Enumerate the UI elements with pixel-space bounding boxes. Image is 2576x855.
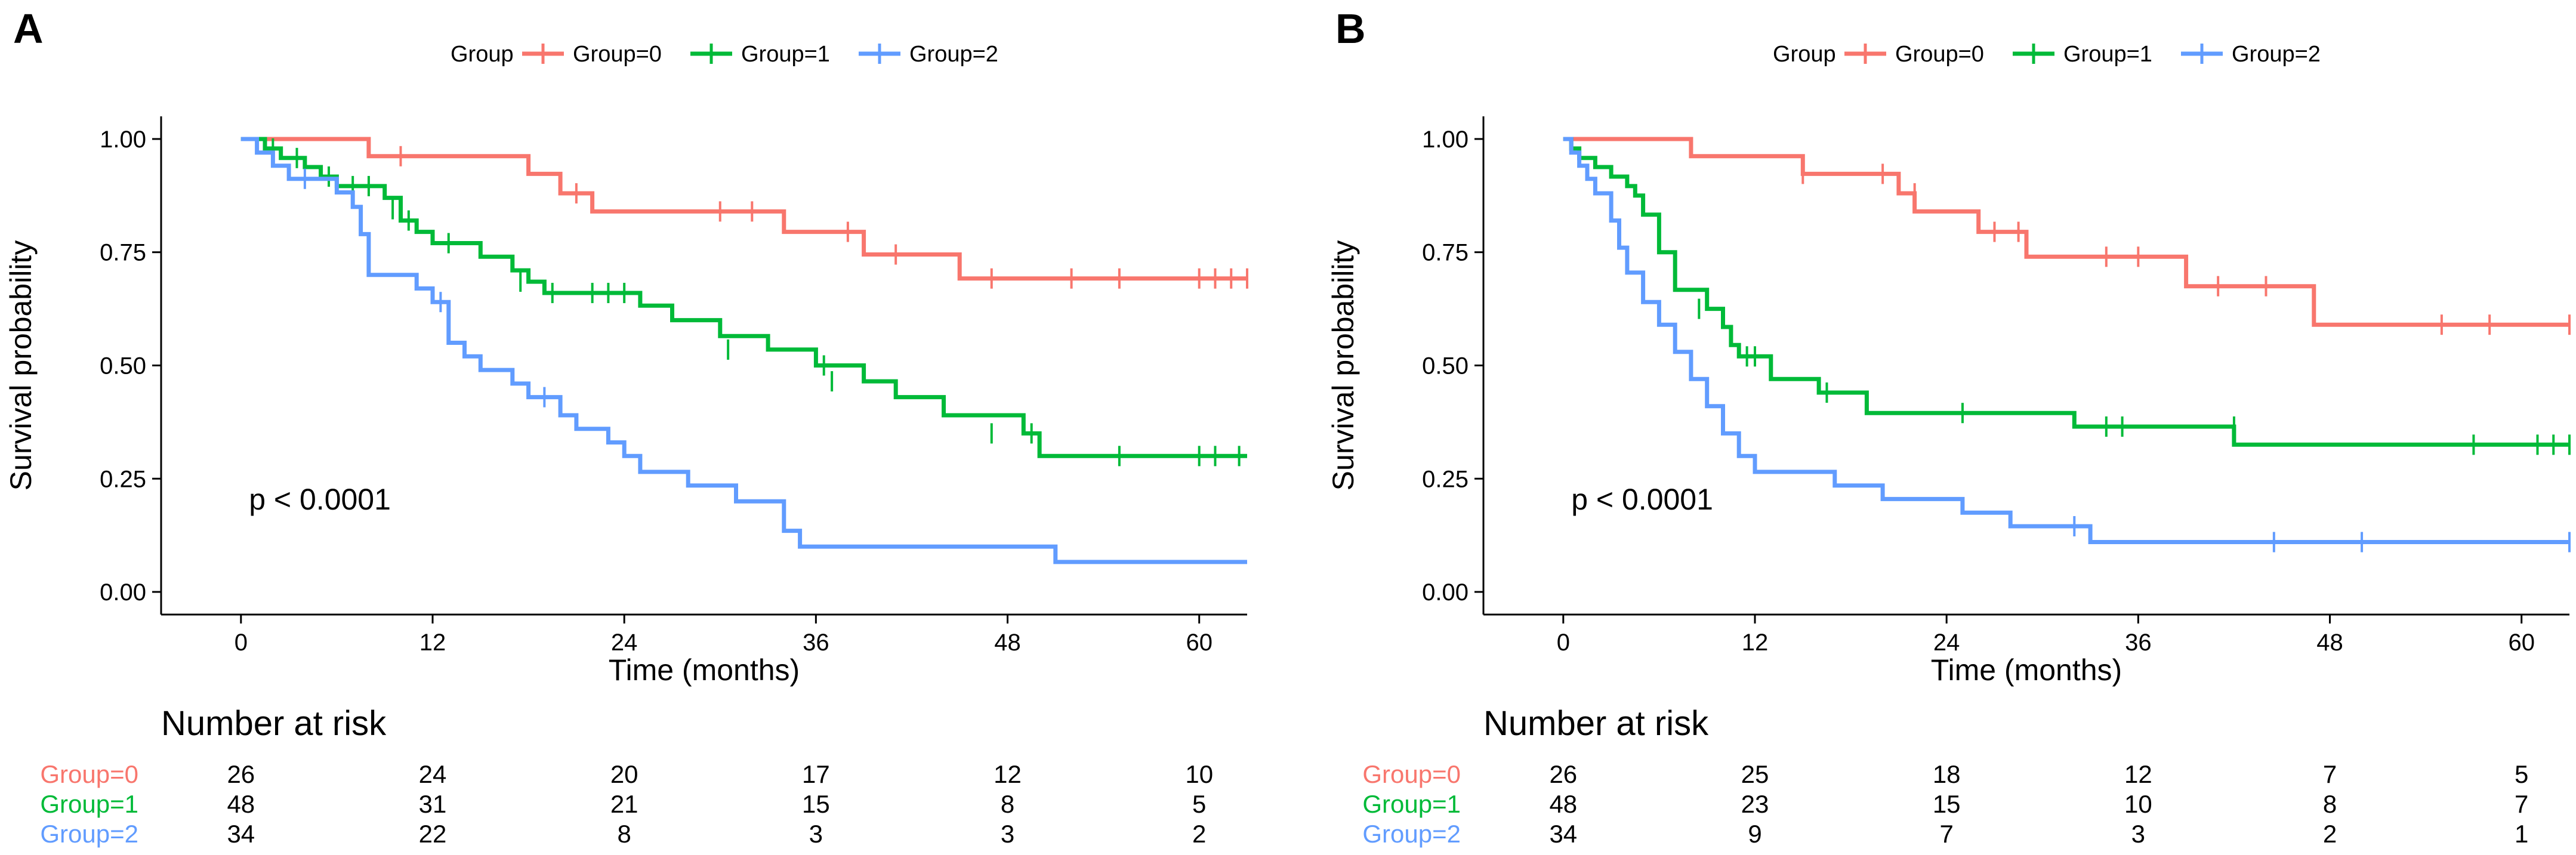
y-tick-label: 0.25: [100, 466, 146, 492]
risk-value: 5: [1192, 790, 1206, 818]
legend-item: Group=1: [2013, 42, 2152, 67]
risk-value: 34: [227, 820, 255, 848]
risk-value: 10: [2124, 790, 2152, 818]
y-tick-label: 1.00: [100, 126, 146, 153]
risk-value: 2: [1192, 820, 1206, 848]
survival-curve-group-2: [1563, 137, 2569, 544]
legend-label: Group=2: [2232, 42, 2321, 67]
legend-label: Group=0: [573, 42, 662, 67]
risk-value: 7: [1939, 820, 1953, 848]
x-tick-label: 48: [2316, 629, 2343, 656]
p-value-annotation: p < 0.0001: [249, 483, 391, 516]
risk-value: 1: [2515, 820, 2528, 848]
risk-table-title: Number at risk: [161, 704, 387, 743]
risk-row-label: Group=0: [40, 760, 138, 788]
legend-label: Group=0: [1895, 42, 1984, 67]
risk-value: 23: [1741, 790, 1769, 818]
risk-value: 10: [1185, 760, 1213, 788]
legend-item: Group=0: [1844, 42, 1984, 67]
x-axis-title: Time (months): [609, 653, 800, 687]
x-tick-label: 0: [235, 629, 248, 656]
risk-value: 26: [227, 760, 255, 788]
x-tick-label: 48: [994, 629, 1021, 656]
x-axis-title: Time (months): [1931, 653, 2122, 687]
x-tick-label: 0: [1557, 629, 1570, 656]
x-tick-label: 36: [2125, 629, 2152, 656]
legend-item: Group=2: [859, 42, 998, 67]
risk-value: 20: [610, 760, 638, 788]
risk-value: 3: [1001, 820, 1014, 848]
risk-value: 18: [1933, 760, 1961, 788]
x-tick-label: 36: [803, 629, 829, 656]
y-axis-title: Survival probability: [1326, 240, 1360, 491]
risk-value: 24: [419, 760, 447, 788]
risk-value: 31: [419, 790, 447, 818]
panel-label: B: [1335, 5, 1366, 52]
y-axis-title: Survival probability: [4, 240, 38, 491]
survival-curve-group-0: [1563, 137, 2569, 327]
legend-item: Group=0: [522, 42, 662, 67]
risk-value: 26: [1549, 760, 1577, 788]
risk-value: 12: [994, 760, 1022, 788]
risk-row-label: Group=1: [40, 790, 138, 818]
x-tick-label: 12: [419, 629, 446, 656]
survival-curve-group-1: [1563, 137, 2569, 447]
y-tick-label: 0.00: [1422, 579, 1469, 606]
risk-value: 25: [1741, 760, 1769, 788]
y-tick-label: 1.00: [1422, 126, 1469, 153]
y-tick-label: 0.75: [1422, 240, 1469, 266]
x-tick-label: 60: [2508, 629, 2535, 656]
survival-curve-group-1: [240, 137, 1247, 458]
risk-value: 9: [1748, 820, 1761, 848]
risk-value: 48: [227, 790, 255, 818]
legend-title: Group: [1773, 42, 1836, 67]
risk-value: 17: [802, 760, 830, 788]
legend-label: Group=1: [741, 42, 830, 67]
legend-item: Group=2: [2181, 42, 2321, 67]
y-tick-label: 0.25: [1422, 466, 1469, 492]
legend-label: Group=1: [2063, 42, 2152, 67]
legend-title: Group: [451, 42, 514, 67]
risk-value: 12: [2124, 760, 2152, 788]
x-tick-label: 24: [1933, 629, 1960, 656]
risk-value: 2: [2323, 820, 2337, 848]
y-tick-label: 0.50: [100, 353, 146, 379]
risk-value: 8: [2323, 790, 2337, 818]
x-tick-label: 60: [1186, 629, 1213, 656]
survival-curve-group-0: [240, 137, 1247, 281]
x-tick-label: 12: [1742, 629, 1769, 656]
x-tick-label: 24: [611, 629, 638, 656]
risk-value: 5: [2515, 760, 2528, 788]
risk-row-label: Group=0: [1362, 760, 1461, 788]
legend-item: Group=1: [690, 42, 830, 67]
risk-row-label: Group=2: [1362, 820, 1461, 848]
risk-value: 34: [1549, 820, 1577, 848]
legend-label: Group=2: [909, 42, 998, 67]
risk-value: 7: [2515, 790, 2528, 818]
y-tick-label: 0.00: [100, 579, 146, 606]
risk-value: 3: [2131, 820, 2145, 848]
p-value-annotation: p < 0.0001: [1571, 483, 1713, 516]
survival-curve-group-2: [240, 137, 1247, 564]
panel-label: A: [13, 5, 44, 52]
risk-table-title: Number at risk: [1483, 704, 1709, 743]
risk-row-label: Group=1: [1362, 790, 1461, 818]
risk-value: 22: [419, 820, 447, 848]
risk-value: 7: [2323, 760, 2337, 788]
risk-value: 21: [610, 790, 638, 818]
risk-value: 48: [1549, 790, 1577, 818]
risk-value: 8: [617, 820, 631, 848]
risk-row-label: Group=2: [40, 820, 138, 848]
risk-value: 15: [1933, 790, 1961, 818]
risk-value: 15: [802, 790, 830, 818]
y-tick-label: 0.75: [100, 240, 146, 266]
y-tick-label: 0.50: [1422, 353, 1469, 379]
risk-value: 3: [809, 820, 823, 848]
risk-value: 8: [1001, 790, 1014, 818]
